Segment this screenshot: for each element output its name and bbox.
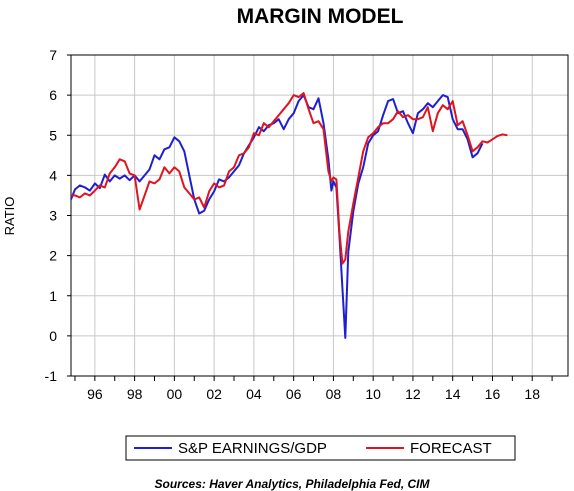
y-tick-label: 0 [49, 328, 57, 344]
x-tick-label: 08 [326, 386, 342, 402]
y-tick-label: 3 [49, 208, 57, 224]
y-axis: -1 0 1 2 3 4 5 6 7 [45, 47, 71, 384]
source-note: Sources: Haver Analytics, Philadelphia F… [155, 477, 431, 491]
y-tick-label: 6 [49, 87, 57, 103]
x-tick-label: 10 [365, 386, 381, 402]
chart-title: MARGIN MODEL [237, 5, 404, 28]
x-tick-label: 00 [167, 386, 183, 402]
legend-label-sp-earnings: S&P EARNINGS/GDP [178, 440, 327, 457]
y-tick-label: 2 [49, 248, 57, 264]
legend-label-forecast: FORECAST [410, 440, 492, 457]
y-tick-label: 5 [49, 127, 57, 143]
series-line-sp-earnings [70, 94, 484, 339]
x-tick-label: 04 [246, 386, 262, 402]
x-tick-label: 06 [286, 386, 302, 402]
y-tick-label: -1 [45, 368, 58, 384]
series-line-forecast [71, 92, 508, 265]
legend: S&P EARNINGS/GDP FORECAST [125, 435, 516, 461]
y-axis-label: RATIO [2, 197, 17, 236]
y-tick-label: 7 [49, 47, 57, 63]
x-axis: 96 98 00 02 04 06 08 10 12 14 16 18 [74, 376, 553, 402]
x-tick-label: 96 [87, 386, 103, 402]
y-tick-label: 1 [49, 288, 57, 304]
x-tick-label: 02 [206, 386, 222, 402]
x-tick-label: 14 [445, 386, 461, 402]
series-lines [70, 92, 508, 339]
y-tick-label: 4 [49, 167, 57, 183]
x-tick-label: 12 [405, 386, 421, 402]
legend-box [125, 435, 516, 461]
x-tick-label: 16 [485, 386, 501, 402]
x-tick-label: 98 [127, 386, 143, 402]
x-tick-label: 18 [524, 386, 540, 402]
grid-lines [71, 55, 568, 376]
